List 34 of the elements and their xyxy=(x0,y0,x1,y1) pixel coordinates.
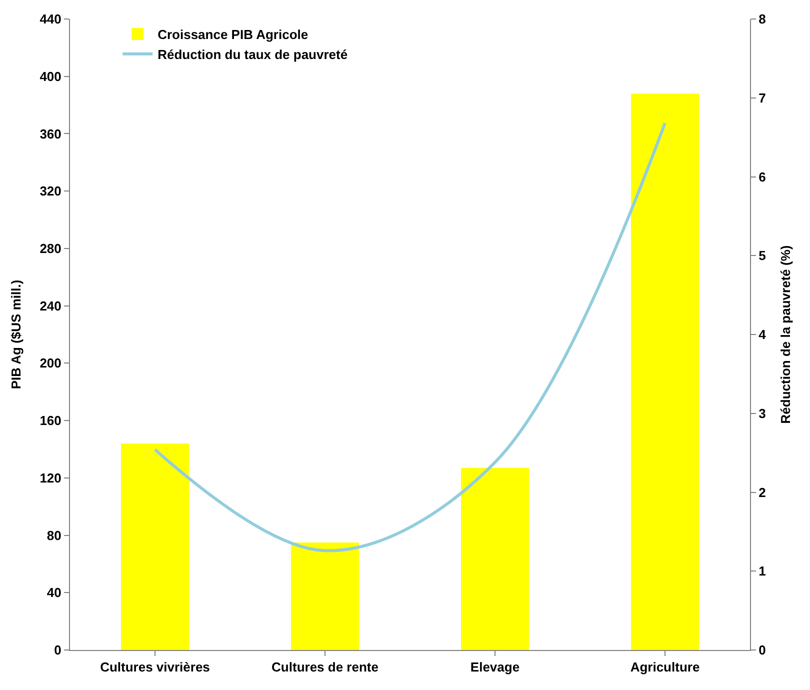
y-axis-title: PIB Ag ($US mill.) xyxy=(8,280,24,390)
y-tick-label: 440 xyxy=(40,12,62,27)
y-tick-label: 240 xyxy=(40,298,62,314)
y-tick-label: 0 xyxy=(54,642,62,658)
y2-axis-title: Réduction de la pauvreté (%) xyxy=(778,245,794,424)
bar xyxy=(121,443,189,650)
x-tick-label: Elevage xyxy=(470,660,520,675)
x-tick-label: Cultures vivrières xyxy=(100,660,210,675)
y2-tick-label: 4 xyxy=(758,327,767,342)
bar xyxy=(631,94,699,650)
y-tick-label: 400 xyxy=(40,68,62,84)
y2-tick-label: 5 xyxy=(758,248,766,264)
bar xyxy=(291,542,359,650)
y-tick-label: 120 xyxy=(40,470,62,486)
y2-tick-label: 6 xyxy=(758,169,766,184)
y-tick-label: 80 xyxy=(46,528,62,543)
y2-tick-label: 0 xyxy=(758,642,766,658)
y-tick-label: 160 xyxy=(40,413,62,428)
y2-tick-label: 1 xyxy=(758,564,766,579)
y-tick-label: 280 xyxy=(40,241,62,256)
y2-tick-label: 7 xyxy=(758,90,766,106)
y2-tick-label: 8 xyxy=(758,12,766,27)
x-tick-label: Agriculture xyxy=(630,660,700,675)
y-tick-label: 320 xyxy=(40,184,62,199)
legend-label: Croissance PIB Agricole xyxy=(158,27,308,42)
y-tick-label: 360 xyxy=(40,126,62,142)
bar xyxy=(461,468,529,650)
y2-tick-label: 3 xyxy=(758,406,766,421)
y-tick-label: 40 xyxy=(46,585,62,600)
line-series xyxy=(154,122,666,552)
y2-tick-label: 2 xyxy=(758,484,766,500)
legend-label: Réduction du taux de pauvreté xyxy=(158,46,348,62)
y-tick-label: 200 xyxy=(40,356,62,371)
x-tick-label: Cultures de rente xyxy=(272,660,378,675)
